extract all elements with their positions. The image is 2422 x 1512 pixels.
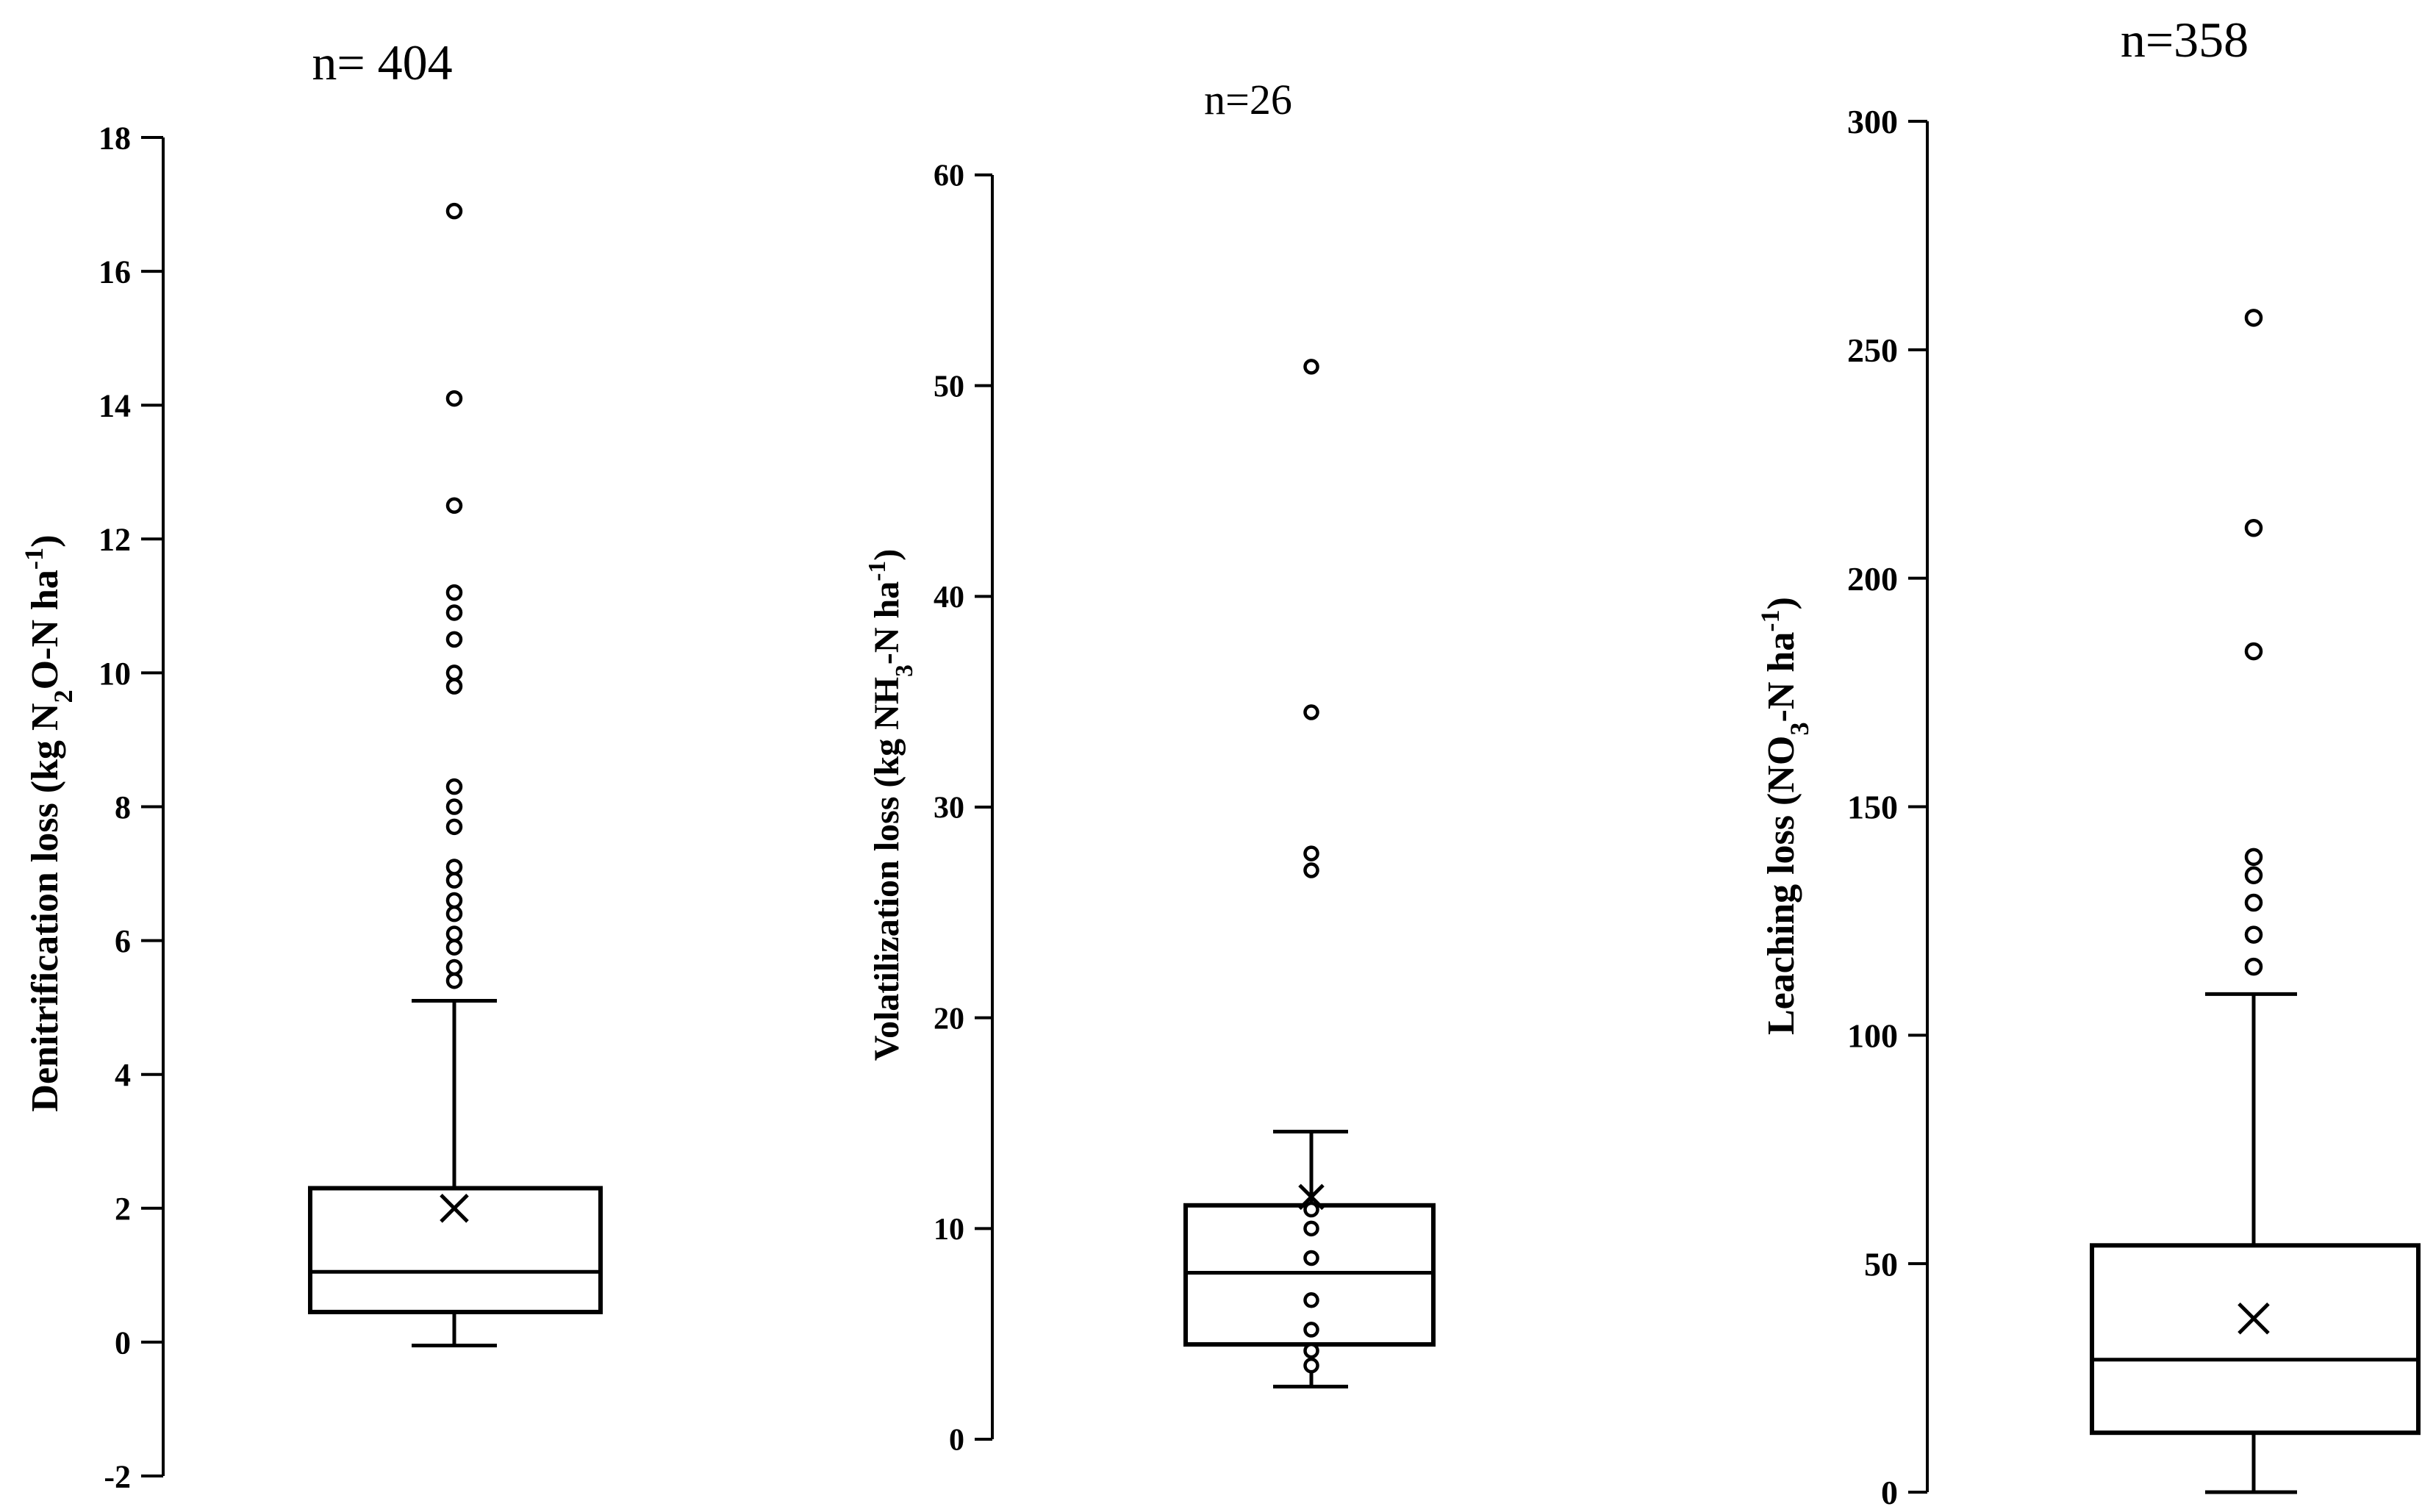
y-tick-label: 50 [1864, 1245, 1898, 1283]
outlier-point [1303, 1357, 1319, 1374]
outlier-point [1303, 704, 1319, 720]
y-tick-label: 300 [1847, 103, 1898, 140]
y-tick-label: 200 [1847, 560, 1898, 598]
outlier-point [2244, 309, 2263, 327]
outlier-point [445, 939, 463, 956]
y-axis-title: Leaching loss (NO3-N ha-1) [1755, 597, 1814, 1035]
y-tick-label: 16 [98, 254, 131, 290]
outlier-point [1303, 1292, 1319, 1308]
mean-marker-stroke [440, 1194, 469, 1223]
outlier-point [1303, 359, 1319, 375]
y-tick-label: 12 [98, 522, 131, 558]
outlier-point [2244, 519, 2263, 537]
y-tick-label: 30 [934, 792, 964, 825]
outlier-point [445, 959, 463, 976]
outlier-point [445, 202, 463, 220]
outlier-point [2244, 848, 2263, 867]
y-axis-title: Volatilization loss (kg NH3-N ha-1) [864, 549, 918, 1061]
outlier-point [445, 604, 463, 621]
outlier-point [445, 818, 463, 836]
panel-title: n=358 [2121, 12, 2249, 68]
outlier-point [2244, 957, 2263, 976]
y-tick-label: 250 [1847, 332, 1898, 369]
outlier-point [1303, 845, 1319, 861]
y-tick-label: 4 [115, 1057, 131, 1093]
y-tick-label: 0 [949, 1424, 964, 1458]
outlier-point [1303, 1201, 1319, 1218]
y-tick-label: 60 [934, 160, 964, 193]
y-tick-label: 50 [934, 370, 964, 404]
outlier-point [445, 859, 463, 875]
outlier-point [1303, 1250, 1319, 1266]
outlier-point [1303, 1220, 1319, 1237]
y-tick-label: 20 [934, 1002, 964, 1036]
iqr-box [2090, 1243, 2421, 1436]
outlier-point [2244, 893, 2263, 912]
outlier-point [445, 925, 463, 942]
mean-marker [1298, 1183, 1325, 1211]
y-tick-label: -2 [104, 1458, 131, 1494]
y-tick-label: 18 [98, 120, 131, 156]
y-tick-label: 10 [98, 656, 131, 692]
leaching-panel: n=358 Leaching loss (NO3-N ha-1) 0 50 100 1… [1755, 12, 2421, 1511]
outlier-point [445, 872, 463, 889]
y-tick-label: 100 [1847, 1017, 1898, 1054]
outlier-point [445, 664, 463, 681]
volatilization-panel: n=26 Volatilization loss (kg NH3-N ha-1)… [864, 76, 1436, 1458]
iqr-box [308, 1186, 603, 1314]
y-tick-label: 8 [115, 789, 131, 825]
outlier-point [445, 778, 463, 795]
outlier-point [1303, 1322, 1319, 1338]
mean-marker [2238, 1302, 2270, 1335]
y-tick-label: 40 [934, 581, 964, 615]
mean-marker-stroke [1298, 1183, 1325, 1211]
panel-title: n=26 [1204, 76, 1292, 123]
outlier-point [2244, 866, 2263, 884]
outlier-point [445, 892, 463, 909]
outlier-point [445, 678, 463, 695]
y-tick-label: 0 [1881, 1474, 1898, 1511]
y-tick-label: 0 [115, 1325, 131, 1361]
y-tick-label: 150 [1847, 789, 1898, 826]
outlier-point [445, 905, 463, 922]
outlier-point [1303, 1342, 1319, 1359]
outlier-point [2244, 642, 2263, 661]
panel-title: n= 404 [312, 35, 452, 90]
y-tick-label: 6 [115, 923, 131, 959]
mean-marker-stroke [2238, 1302, 2270, 1335]
outlier-point [2244, 925, 2263, 944]
y-tick-label: 10 [934, 1213, 964, 1247]
outlier-point [445, 631, 463, 648]
outlier-point [445, 972, 463, 989]
y-axis-title: Denitrification loss (kg N2O-N ha-1) [19, 534, 78, 1111]
outlier-point [445, 584, 463, 601]
outlier-point [445, 497, 463, 515]
outlier-point [445, 390, 463, 407]
mean-marker [440, 1194, 469, 1223]
denitrification-panel: n= 404 Denitrification loss (kg N2O-N ha… [19, 35, 603, 1494]
y-tick-label: 2 [115, 1191, 131, 1227]
outlier-point [445, 798, 463, 815]
outlier-point [1303, 862, 1319, 878]
y-tick-label: 14 [98, 388, 131, 424]
